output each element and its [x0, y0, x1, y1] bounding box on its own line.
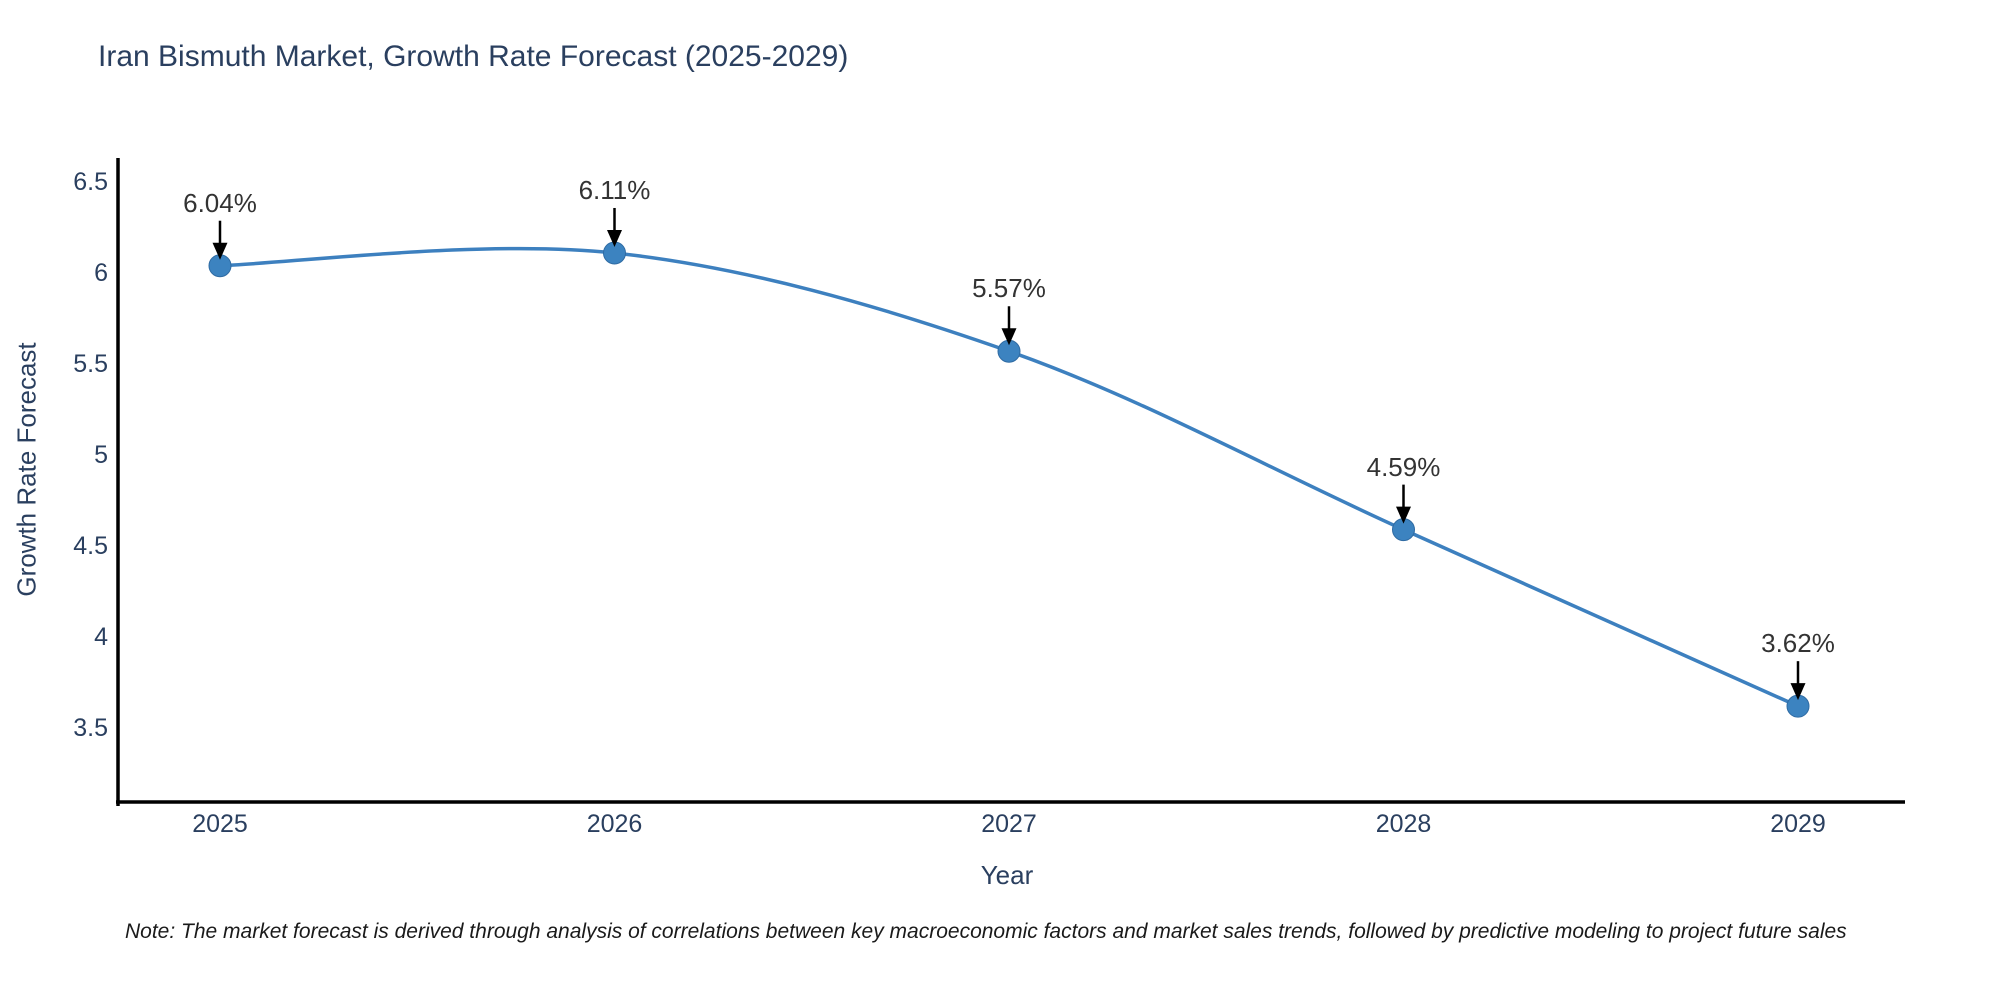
y-tick-label: 5.5 [73, 350, 108, 378]
point-annotation: 3.62% [1761, 628, 1835, 659]
point-annotation: 6.11% [578, 174, 651, 205]
x-tick-label: 2026 [586, 810, 643, 838]
y-tick-label: 6.5 [73, 168, 108, 196]
y-axis-title: Growth Rate Forecast [11, 342, 42, 597]
annotation-arrowhead [1396, 506, 1411, 524]
x-tick-label: 2025 [192, 810, 248, 838]
footnote: Note: The market forecast is derived thr… [125, 920, 1847, 943]
x-tick-label: 2027 [981, 810, 1037, 838]
data-series [208, 207, 1810, 718]
point-annotation: 6.04% [183, 187, 257, 218]
annotation-arrowhead [1790, 683, 1806, 701]
y-tick-label: 6 [94, 259, 108, 287]
annotation-arrowhead [1001, 328, 1017, 346]
y-tick-label: 4.5 [73, 532, 108, 560]
annotation-arrowhead [607, 229, 622, 247]
y-tick-label: 4 [94, 623, 108, 651]
x-tick-label: 2029 [1770, 810, 1826, 838]
chart-title: Iran Bismuth Market, Growth Rate Forecas… [98, 40, 849, 73]
x-tick-label: 2028 [1375, 810, 1432, 838]
x-axis-title: Year [980, 860, 1034, 890]
point-annotation: 4.59% [1366, 451, 1441, 482]
point-annotation: 5.57% [972, 273, 1046, 304]
annotation-arrowhead [212, 242, 228, 260]
y-tick-label: 5 [94, 441, 108, 469]
y-tick-label: 3.5 [73, 714, 108, 742]
